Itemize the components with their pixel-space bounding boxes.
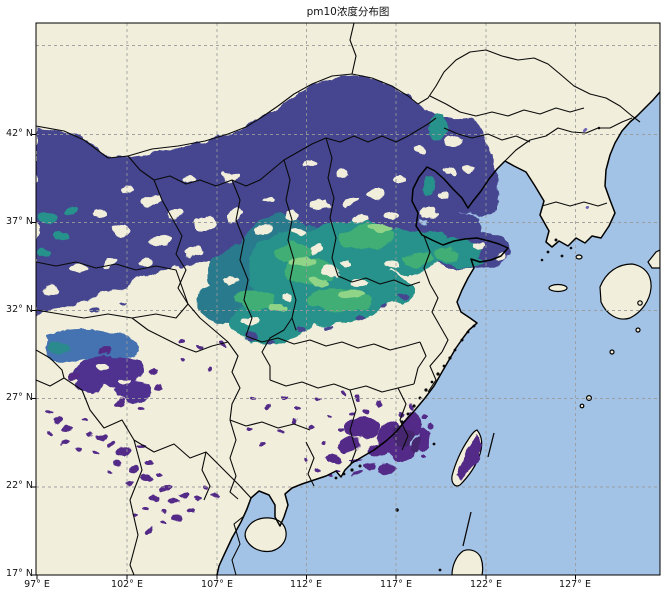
ryukyu-island [609, 349, 615, 355]
ryukyu-island [585, 395, 592, 402]
coastline [216, 91, 660, 575]
plot-frame [35, 22, 661, 576]
gridlines [36, 23, 660, 575]
x-tick-label: 97° E [24, 579, 50, 590]
x-tick-label: 127° E [559, 579, 591, 590]
y-tick-label: 17° N [6, 568, 33, 579]
border-mongolia [36, 73, 419, 159]
x-tick-label: 117° E [380, 579, 412, 590]
luzon-island [451, 549, 484, 575]
y-tick-label: 37° N [6, 216, 33, 227]
x-tick-label: 112° E [290, 579, 322, 590]
border-korea-dmz [541, 201, 608, 207]
y-tick-label: 22° N [6, 480, 33, 491]
map-title: pm10浓度分布图 [306, 6, 390, 18]
kyushu-island [599, 263, 652, 320]
pm10-overlay [36, 75, 587, 532]
axis-ticks [31, 134, 576, 580]
ocean [217, 92, 660, 575]
honshu-tip [647, 249, 660, 269]
kyushu-islet [635, 327, 641, 333]
ryukyu-island [637, 300, 643, 306]
border-vietnam-laos [231, 497, 252, 575]
borders [36, 23, 641, 575]
ryukyu-island [579, 403, 585, 409]
border-india-myanmar [36, 349, 65, 379]
y-tick-label: 27° N [6, 392, 33, 403]
jeju-island [548, 283, 568, 293]
x-tick-label: 122° E [470, 579, 502, 590]
x-tick-label: 107° E [201, 579, 233, 590]
y-tick-label: 42° N [6, 128, 33, 139]
border-mongolia-russia [349, 23, 357, 75]
border-russia [417, 49, 641, 123]
x-tick-label: 102° E [111, 579, 143, 590]
border-laos-interior [201, 451, 211, 501]
tsushima-island [575, 254, 583, 260]
hainan-island [244, 517, 287, 553]
y-tick-label: 32° N [6, 304, 33, 315]
border-north-korea [504, 117, 633, 162]
border-laos-thailand [129, 439, 143, 575]
sea-slash-marks [462, 432, 495, 547]
